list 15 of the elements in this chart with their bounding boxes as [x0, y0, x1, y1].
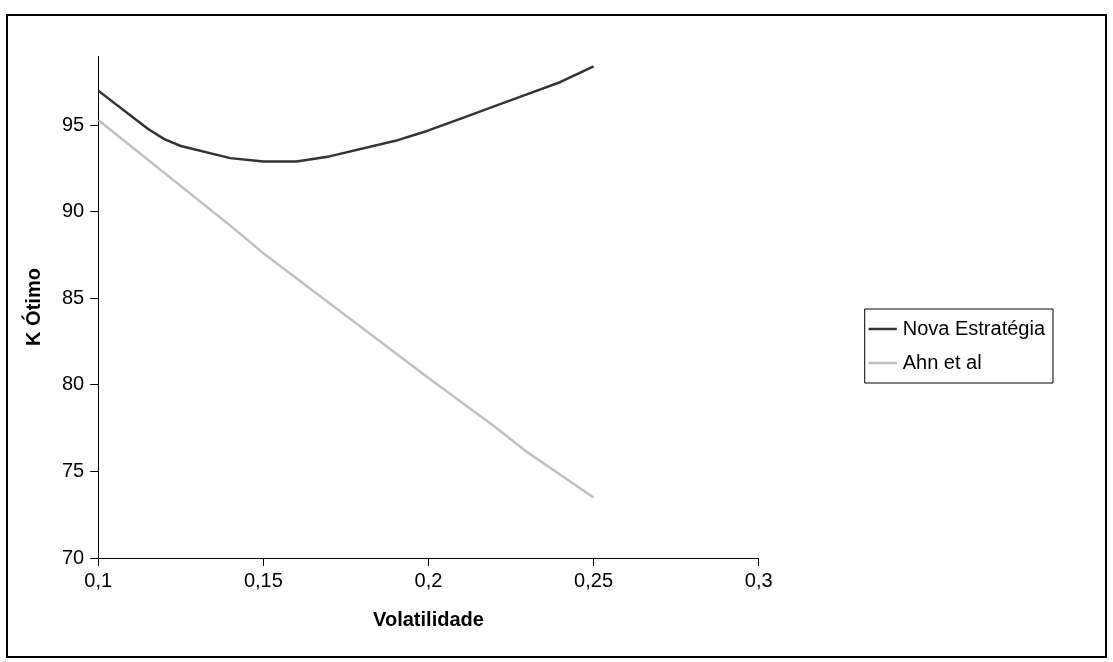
y-tick-label: 80 — [62, 372, 85, 395]
y-axis-title: K Ótimo — [20, 268, 44, 346]
x-tick-label: 0,2 — [414, 568, 443, 591]
y-tick-label: 90 — [62, 199, 85, 222]
y-tick-label: 85 — [62, 285, 85, 308]
y-tick-label: 70 — [62, 545, 85, 568]
x-axis-title: Volatilidade — [373, 607, 484, 630]
y-tick-label: 95 — [62, 112, 85, 135]
x-tick-label: 0,3 — [744, 568, 773, 591]
x-tick-label: 0,15 — [243, 568, 283, 591]
x-tick-label: 0,25 — [574, 568, 614, 591]
legend-label: Nova Estratégia — [902, 316, 1046, 339]
legend-label: Ahn et al — [902, 350, 982, 373]
y-tick-label: 75 — [62, 458, 85, 481]
x-tick-label: 0,1 — [84, 568, 113, 591]
